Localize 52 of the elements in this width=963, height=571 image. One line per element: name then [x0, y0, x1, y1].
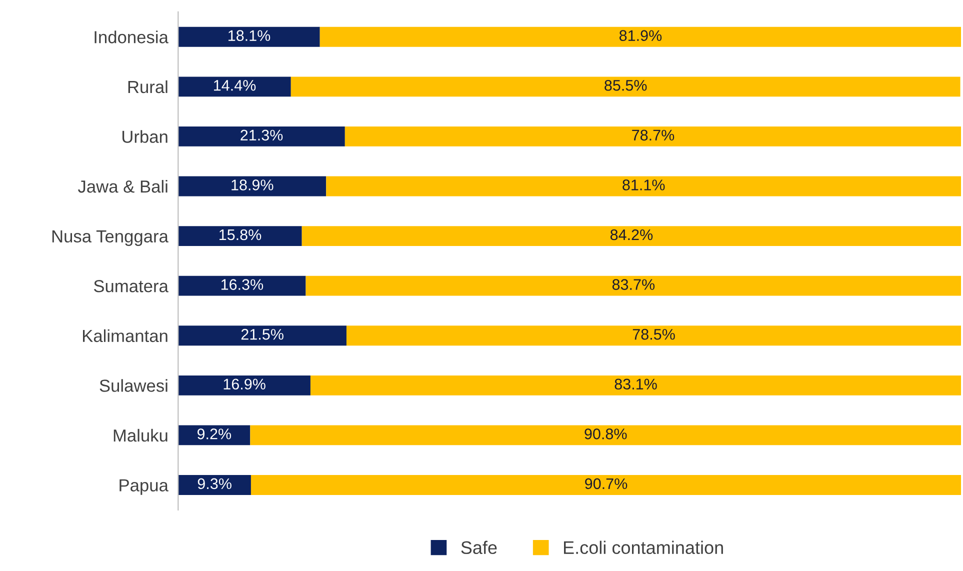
- bar: [326, 176, 962, 196]
- y-tick-label: Rural: [128, 80, 168, 94]
- bar: [250, 425, 962, 446]
- legend-label: Safe: [461, 540, 497, 554]
- bar: [178, 375, 310, 396]
- data-label: 90.7%: [585, 478, 628, 490]
- bar: [178, 425, 250, 446]
- bar: [178, 26, 320, 47]
- bar: [178, 276, 306, 296]
- data-label: 81.9%: [619, 30, 662, 41]
- data-label: 85.5%: [604, 80, 647, 91]
- bar: [178, 475, 251, 495]
- data-label: 83.7%: [612, 279, 655, 290]
- bar: [178, 326, 346, 346]
- y-tick-label: Kalimantan: [83, 329, 168, 342]
- data-label: 9.2%: [197, 428, 232, 440]
- bar: [320, 26, 962, 47]
- data-label: 9.3%: [198, 478, 232, 490]
- y-tick-label: Indonesia: [94, 30, 168, 44]
- data-label: 14.4%: [214, 80, 256, 91]
- data-label: 15.8%: [220, 229, 262, 240]
- bar: [346, 326, 962, 346]
- bar: [178, 176, 326, 196]
- y-tick-label: Papua: [120, 479, 168, 495]
- data-label: 16.3%: [221, 279, 264, 290]
- bar: [178, 76, 291, 97]
- y-tick-label: Jawa & Bali: [78, 180, 168, 193]
- legend-label: E.coli contamination: [564, 540, 723, 554]
- bar: [344, 126, 962, 146]
- data-label: 83.1%: [614, 378, 657, 390]
- bar: [250, 475, 962, 495]
- data-label: 21.5%: [241, 328, 284, 340]
- data-label: 90.8%: [584, 428, 627, 440]
- bar: [302, 226, 962, 246]
- bar: [178, 126, 345, 146]
- bar: [178, 226, 302, 246]
- y-tick-label: Sulawesi: [100, 379, 168, 392]
- data-label: 18.9%: [232, 180, 274, 190]
- y-tick-label: Sumatera: [94, 280, 168, 292]
- bar: [306, 276, 962, 296]
- data-label: 78.5%: [632, 328, 675, 340]
- bar: [310, 375, 962, 396]
- data-label: 78.7%: [632, 130, 674, 141]
- data-label: 81.1%: [622, 180, 665, 190]
- data-label: 84.2%: [610, 229, 653, 240]
- data-label: 21.3%: [240, 130, 283, 141]
- data-label: 18.1%: [228, 30, 270, 41]
- data-label: 16.9%: [224, 378, 266, 390]
- bar: [290, 76, 960, 97]
- y-tick-label: Urban: [122, 130, 168, 143]
- y-tick-label: Nusa Tenggara: [52, 230, 168, 246]
- y-tick-label: Maluku: [114, 428, 168, 442]
